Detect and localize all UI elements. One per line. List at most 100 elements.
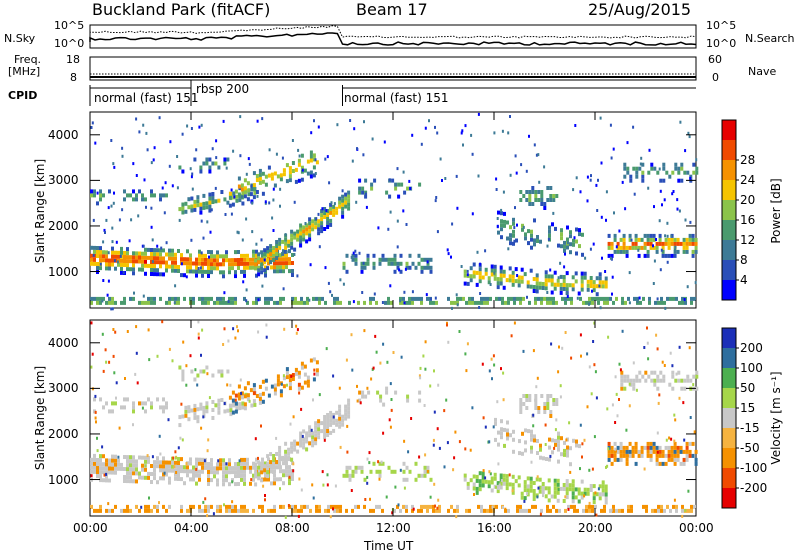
heatmap-cell xyxy=(302,437,306,442)
heatmap-cell xyxy=(217,198,221,203)
heatmap-point xyxy=(513,239,516,243)
heatmap-point xyxy=(424,367,427,371)
heatmap-cell xyxy=(174,256,177,261)
heatmap-cell xyxy=(677,170,681,175)
heatmap-cell xyxy=(296,237,300,242)
heatmap-cell xyxy=(129,296,132,301)
heatmap-cell xyxy=(382,402,386,407)
heatmap-cell xyxy=(417,508,420,513)
heatmap-point xyxy=(272,187,275,191)
heatmap-cell xyxy=(627,504,630,509)
heatmap-cell xyxy=(249,192,253,197)
heatmap-cell xyxy=(312,357,316,362)
heatmap-point xyxy=(666,221,669,225)
heatmap-cell xyxy=(598,280,602,285)
heatmap-cell xyxy=(287,243,291,248)
heatmap-cell xyxy=(347,406,351,411)
heatmap-cell xyxy=(135,463,138,468)
heatmap-cell xyxy=(258,180,262,185)
heatmap-point xyxy=(575,176,578,180)
heatmap-point xyxy=(272,229,275,232)
heatmap-point xyxy=(482,469,485,473)
heatmap-cell xyxy=(405,508,408,513)
heatmap-cell xyxy=(186,465,189,470)
heatmap-cell xyxy=(496,481,500,486)
heatmap-cell xyxy=(565,483,569,488)
heatmap-point xyxy=(141,406,144,410)
heatmap-cell xyxy=(279,389,283,394)
heatmap-point xyxy=(547,237,550,241)
heatmap-cell xyxy=(504,300,507,305)
heatmap-cell xyxy=(181,210,185,215)
heatmap-cell xyxy=(302,225,306,230)
heatmap-cell xyxy=(541,490,545,494)
heatmap-cell xyxy=(591,300,594,305)
heatmap-cell xyxy=(302,233,306,238)
heatmap-cell xyxy=(535,273,539,278)
heatmap-cell xyxy=(168,476,171,481)
heatmap-point xyxy=(626,141,629,145)
heatmap-cell xyxy=(144,409,147,414)
heatmap-cell xyxy=(645,508,648,513)
heatmap-cell xyxy=(486,508,489,513)
heatmap-point xyxy=(90,321,93,325)
heatmap-cell xyxy=(231,258,234,263)
heatmap-cell xyxy=(499,273,503,278)
heatmap-cell xyxy=(249,469,252,474)
heatmap-point xyxy=(488,440,491,444)
heatmap-cell xyxy=(348,473,352,478)
heatmap-cell xyxy=(288,386,292,391)
heatmap-point xyxy=(144,464,147,468)
axes xyxy=(89,112,697,516)
heatmap-cell xyxy=(102,462,105,467)
heatmap-cell xyxy=(453,508,456,513)
heatmap-cell xyxy=(546,186,550,190)
heatmap-cell xyxy=(583,271,587,276)
heatmap-cell xyxy=(114,254,117,259)
heatmap-cell xyxy=(219,296,222,301)
heatmap-cell xyxy=(193,407,197,412)
heatmap-point xyxy=(479,262,482,266)
heatmap-cell xyxy=(198,461,201,466)
heatmap-cell xyxy=(234,189,238,194)
heatmap-point xyxy=(695,158,698,162)
heatmap-cell xyxy=(532,277,536,281)
heatmap-cell xyxy=(532,289,536,293)
heatmap-cell xyxy=(120,405,123,410)
heatmap-point xyxy=(251,201,254,205)
heatmap-cell xyxy=(546,504,549,509)
heatmap-cell xyxy=(189,257,192,262)
heatmap-cell xyxy=(261,179,265,184)
heatmap-point xyxy=(133,291,135,295)
heatmap-cell xyxy=(273,253,276,258)
heatmap-cell xyxy=(591,296,594,301)
heatmap-cell xyxy=(318,296,321,301)
heatmap-cell xyxy=(126,267,129,272)
heatmap-cell xyxy=(216,478,219,483)
heatmap-point xyxy=(590,174,592,178)
heatmap-cell xyxy=(270,481,273,486)
heatmap-point xyxy=(625,428,628,432)
heatmap-cell xyxy=(273,300,276,305)
heatmap-cell xyxy=(243,469,246,474)
heatmap-point xyxy=(311,483,314,487)
heatmap-cell xyxy=(228,191,232,196)
heatmap-cell xyxy=(477,504,480,509)
heatmap-cell xyxy=(623,374,627,379)
heatmap-point xyxy=(693,430,696,434)
heatmap-cell xyxy=(569,242,572,247)
heatmap-point xyxy=(489,283,492,286)
heatmap-cell xyxy=(329,206,333,211)
heatmap-cell xyxy=(673,253,677,258)
heatmap-cell xyxy=(456,300,459,305)
heatmap-cell xyxy=(279,296,282,301)
heatmap-cell xyxy=(183,481,186,486)
heatmap-cell xyxy=(315,504,318,509)
heatmap-point xyxy=(664,234,667,238)
heatmap-cell xyxy=(234,250,237,255)
heatmap-point xyxy=(573,236,576,240)
heatmap-point xyxy=(646,326,648,330)
heatmap-cell xyxy=(141,300,144,305)
heatmap-point xyxy=(329,515,332,519)
heatmap-point xyxy=(493,363,496,367)
